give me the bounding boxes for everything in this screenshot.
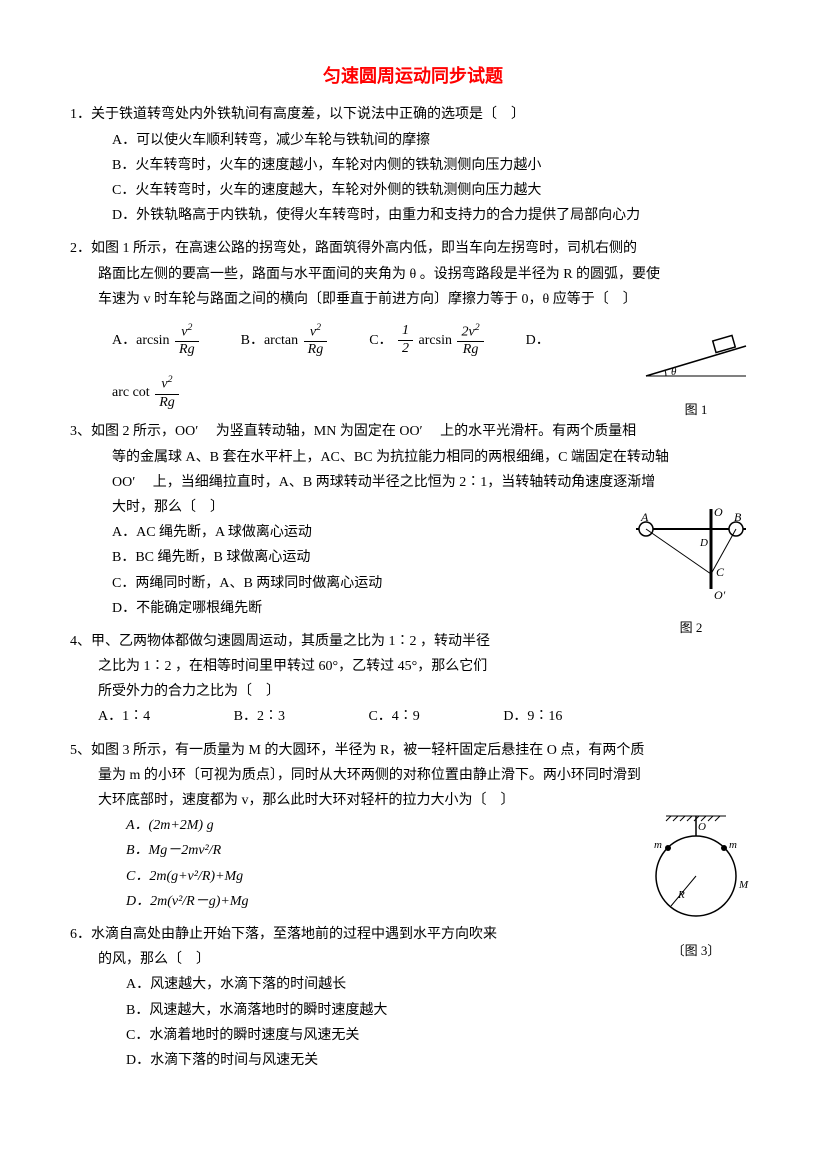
question-4: 4、甲、乙两物体都做匀速圆周运动，其质量之比为 1∶2 ，转动半径 之比为 1∶… [70, 629, 756, 730]
q4-option-d: D．9∶16 [503, 704, 562, 729]
q4-option-b: B．2∶3 [234, 704, 285, 729]
figure-2-caption: 图 2 [626, 616, 756, 639]
q3-stem-line3: OO′ 上，当细绳拉直时，A、B 两球转动半径之比恒为 2∶1，当转轴转动角速度… [70, 470, 756, 495]
q2-option-c: C． 12 arcsin 2v2Rg [369, 322, 485, 359]
q2-stem-line3: 车速为 v 时车轮与路面之间的横向〔即垂直于前进方向〕摩擦力等于 0，θ 应等于… [70, 287, 756, 312]
svg-text:O: O [698, 821, 706, 833]
q1-stem: 1．关于铁道转弯处内外铁轨间有高度差，以下说法中正确的选项是〔 〕 [70, 102, 756, 127]
q2-option-b: B．arctan v2Rg [241, 322, 330, 359]
q1-option-d: D．外铁轨略高于内铁轨，使得火车转弯时，由重力和支持力的合力提供了局部向心力 [70, 203, 756, 228]
q1-option-a: A．可以使火车顺利转弯，减少车轮与铁轨间的摩擦 [70, 128, 756, 153]
svg-text:m: m [654, 839, 662, 851]
q6-option-d: D．水滴下落的时间与风速无关 [70, 1048, 756, 1073]
q5-stem-line2: 量为 m 的小环〔可视为质点〕，同时从大环两侧的对称位置由静止滑下。两小环同时滑… [70, 763, 756, 788]
q4-option-a: A．1∶4 [98, 704, 150, 729]
incline-diagram-icon: θ [636, 326, 756, 386]
q3-stem-line1: 3、如图 2 所示，OO′ 为竖直转动轴，MN 为固定在 OO′ 上的水平光滑杆… [70, 419, 756, 444]
q1-option-c: C．火车转弯时，火车的速度越大，车轮对外侧的铁轨测侧向压力越大 [70, 178, 756, 203]
page-title: 匀速圆周运动同步试题 [70, 60, 756, 92]
svg-text:θ: θ [671, 366, 677, 378]
svg-text:O′: O′ [714, 588, 726, 602]
svg-text:m: m [729, 839, 737, 851]
q2-option-d-prefix: D． [526, 328, 550, 353]
svg-text:M: M [738, 879, 749, 891]
question-5: 5、如图 3 所示，有一质量为 M 的大圆环，半径为 R，被一轻杆固定后悬挂在 … [70, 738, 756, 914]
q1-option-b: B．火车转弯时，火车的速度越小，车轮对内侧的铁轨测侧向压力越小 [70, 153, 756, 178]
figure-3-caption: 〔图 3〕 [636, 939, 756, 962]
q6-option-b: B．风速越大，水滴落地时的瞬时速度越大 [70, 998, 756, 1023]
svg-text:D: D [699, 537, 708, 549]
q4-option-c: C．4∶9 [368, 704, 419, 729]
svg-text:R: R [677, 889, 685, 901]
svg-text:A: A [640, 510, 649, 524]
question-2: 2．如图 1 所示，在高速公路的拐弯处，路面筑得外高内低，即当车向左拐弯时，司机… [70, 236, 756, 411]
q4-stem-line2: 之比为 1∶2 ，在相等时间里甲转过 60°，乙转过 45°，那么它们 [70, 654, 756, 679]
svg-text:O: O [714, 505, 723, 519]
figure-3: O m m R M 〔图 3〕 [636, 808, 756, 963]
figure-2: A B O D C O′ 图 2 [626, 504, 756, 639]
q2-option-a: A．arcsin v2Rg [112, 322, 201, 359]
q2-stem-line1: 2．如图 1 所示，在高速公路的拐弯处，路面筑得外高内低，即当车向左拐弯时，司机… [70, 236, 756, 261]
svg-text:C: C [716, 565, 725, 579]
q2-stem-line2: 路面比左侧的要高一些，路面与水平面间的夹角为 θ 。设拐弯路段是半径为 R 的圆… [70, 262, 756, 287]
q6-option-c: C．水滴着地时的瞬时速度与风速无关 [70, 1023, 756, 1048]
q5-stem-line1: 5、如图 3 所示，有一质量为 M 的大圆环，半径为 R，被一轻杆固定后悬挂在 … [70, 738, 756, 763]
q3-stem-line2: 等的金属球 A、B 套在水平杆上，AC、BC 为抗拉能力相同的两根细绳，C 端固… [70, 445, 756, 470]
svg-text:B: B [734, 510, 742, 524]
figure-1-caption: 图 1 [636, 398, 756, 421]
q4-stem-line3: 所受外力的合力之比为〔 〕 [70, 679, 756, 704]
q6-option-a: A．风速越大，水滴下落的时间越长 [70, 972, 756, 997]
question-1: 1．关于铁道转弯处内外铁轨间有高度差，以下说法中正确的选项是〔 〕 A．可以使火… [70, 102, 756, 228]
question-3: 3、如图 2 所示，OO′ 为竖直转动轴，MN 为固定在 OO′ 上的水平光滑杆… [70, 419, 756, 621]
rotation-axis-diagram-icon: A B O D C O′ [626, 504, 756, 604]
ring-diagram-icon: O m m R M [636, 808, 756, 928]
figure-1: θ 图 1 [636, 326, 756, 421]
